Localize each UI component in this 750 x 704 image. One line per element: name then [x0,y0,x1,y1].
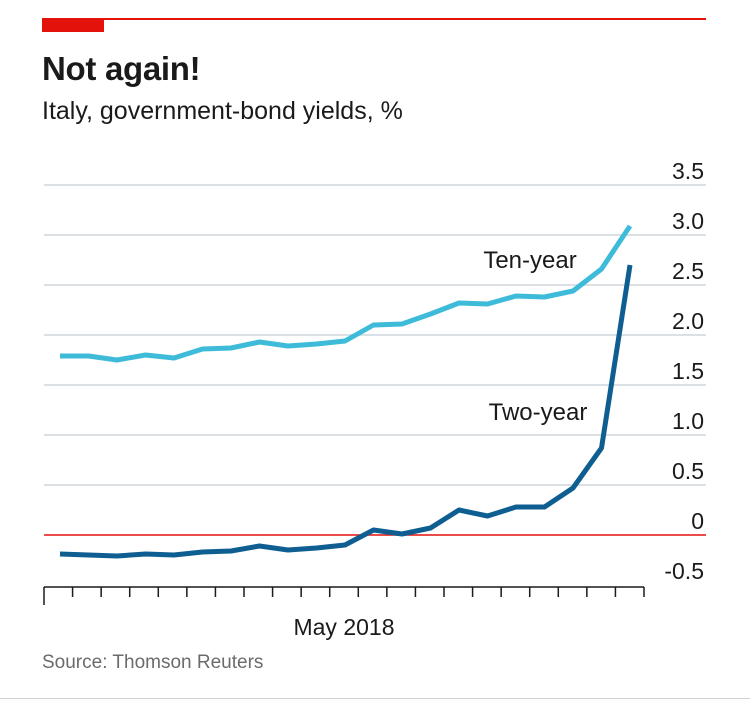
header-rule [42,18,706,20]
y-tick-label: 1.5 [672,358,704,384]
chart-title: Not again! [42,50,201,87]
y-tick-label: 0.5 [672,458,704,484]
y-tick-label: 1.0 [672,408,704,434]
series-labels: Ten-year Two-year [483,247,587,426]
footer-rule [0,698,750,699]
y-tick-label: -0.5 [664,558,704,584]
brand-tag [42,18,104,32]
gridlines [44,184,706,536]
two-year-line [59,264,633,559]
x-tick-label: May 2018 [293,614,394,640]
y-tick-labels: 3.5 3.0 2.5 2.0 1.5 1.0 0.5 0 -0.5 [664,158,704,584]
series-lines [59,224,633,559]
y-tick-label: 3.5 [672,158,704,184]
y-tick-label: 0 [691,508,704,534]
two-year-label: Two-year [489,399,588,426]
y-tick-label: 2.0 [672,308,704,334]
source-note: Source: Thomson Reuters [42,652,264,673]
x-axis: May 2018 [43,586,645,640]
chart-subtitle: Italy, government-bond yields, % [42,97,403,125]
y-tick-label: 2.5 [672,258,704,284]
ten-year-label: Ten-year [483,247,576,274]
y-tick-label: 3.0 [672,208,704,234]
ten-year-line [60,224,633,363]
